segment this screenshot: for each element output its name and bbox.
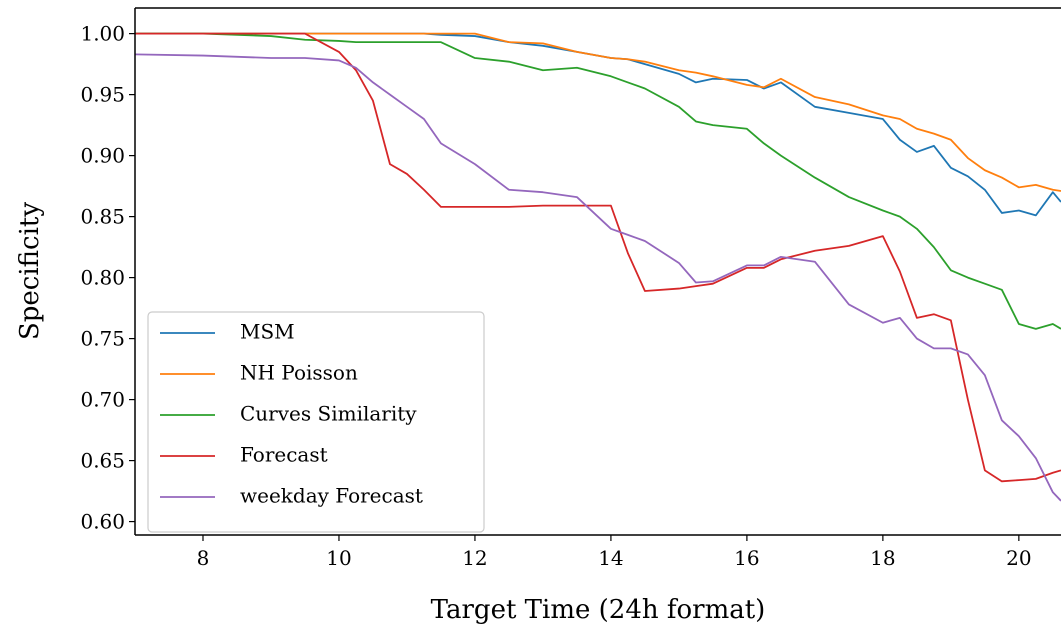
legend-label: weekday Forecast bbox=[240, 484, 423, 508]
y-axis-label: Specificity bbox=[15, 202, 45, 340]
y-tick-label: 0.90 bbox=[80, 144, 125, 168]
y-tick-label: 1.00 bbox=[80, 22, 125, 46]
plot-area bbox=[135, 32, 1061, 502]
x-tick-label: 16 bbox=[734, 546, 759, 570]
series-line bbox=[135, 32, 1061, 483]
y-tick-label: 0.70 bbox=[80, 388, 125, 412]
series-line bbox=[135, 32, 1061, 217]
y-tick-label: 0.80 bbox=[80, 266, 125, 290]
x-tick-label: 8 bbox=[197, 546, 210, 570]
x-tick-label: 18 bbox=[870, 546, 895, 570]
series-line bbox=[135, 53, 1061, 502]
y-tick-label: 0.85 bbox=[80, 205, 125, 229]
legend-label: NH Poisson bbox=[240, 361, 358, 385]
series-line bbox=[135, 32, 1061, 192]
legend-label: MSM bbox=[240, 320, 295, 344]
x-tick-label: 14 bbox=[598, 546, 623, 570]
legend-label: Forecast bbox=[240, 443, 328, 467]
y-tick-label: 0.60 bbox=[80, 510, 125, 534]
y-tick-label: 0.65 bbox=[80, 449, 125, 473]
x-tick-label: 10 bbox=[326, 546, 351, 570]
y-tick-label: 0.95 bbox=[80, 83, 125, 107]
x-tick-label: 12 bbox=[462, 546, 487, 570]
legend: MSM NH Poisson Curves Similarity Forecast we… bbox=[147, 311, 485, 533]
y-tick-label: 0.75 bbox=[80, 327, 125, 351]
series-line bbox=[135, 32, 1061, 330]
legend-box bbox=[147, 311, 485, 533]
x-tick-label: 20 bbox=[1006, 546, 1031, 570]
x-axis-label: Target Time (24h format) bbox=[431, 595, 766, 625]
legend-label: Curves Similarity bbox=[240, 402, 417, 426]
